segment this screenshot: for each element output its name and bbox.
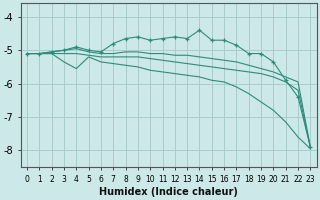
X-axis label: Humidex (Indice chaleur): Humidex (Indice chaleur) [99, 187, 238, 197]
